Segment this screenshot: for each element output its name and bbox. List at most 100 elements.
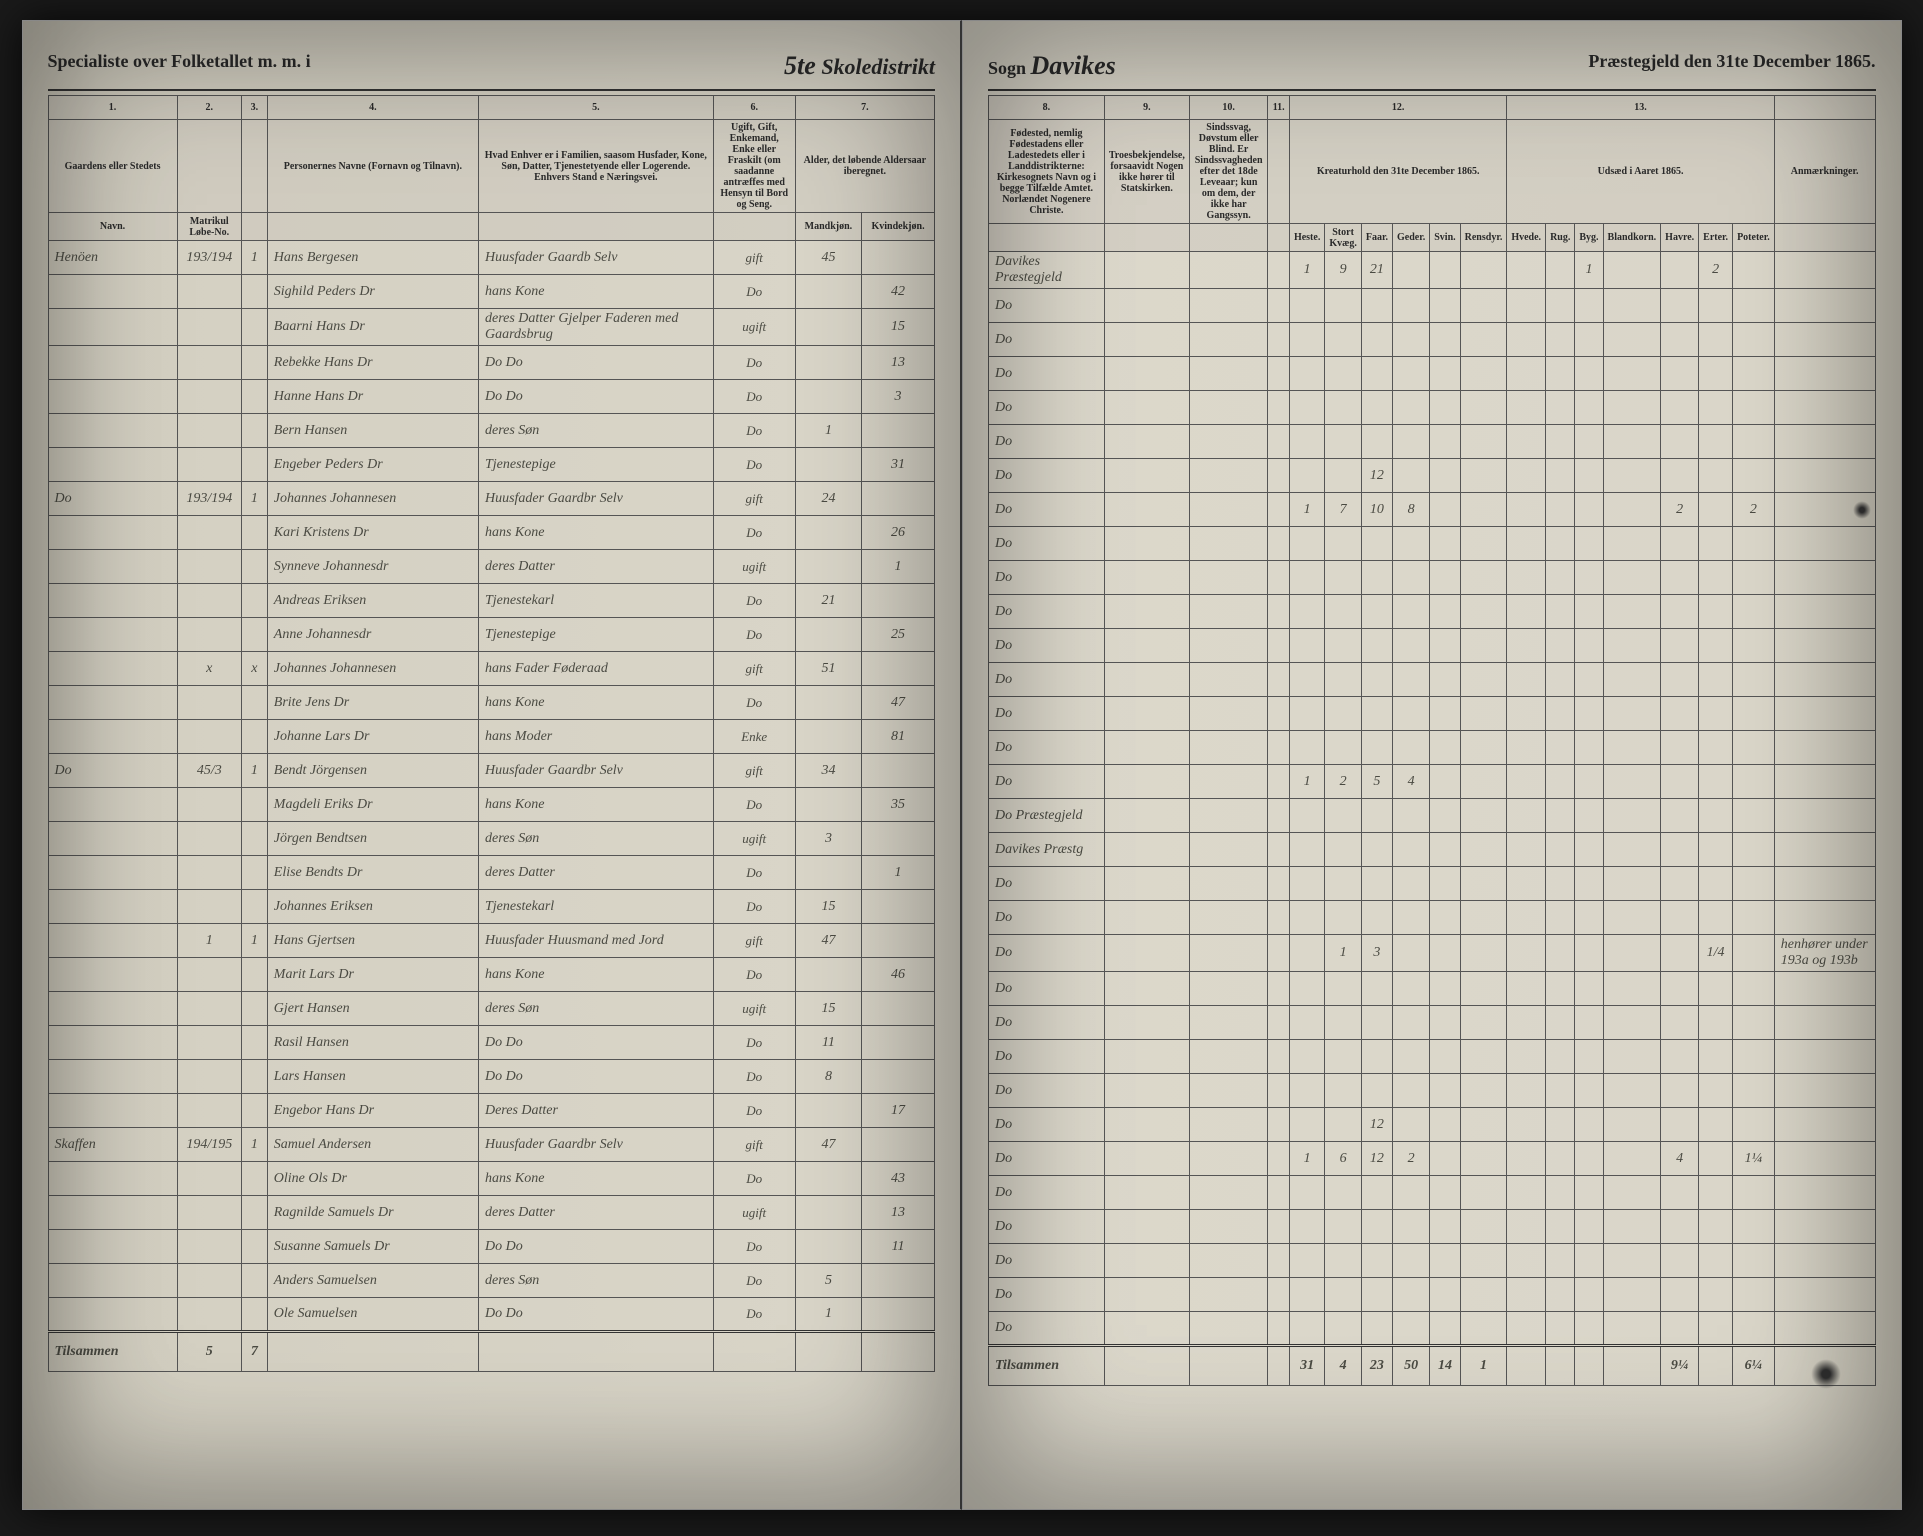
table-row: Do: [989, 1278, 1876, 1312]
sub-navn: Navn.: [48, 213, 177, 241]
right-footer-row: Tilsammen 31 4 23 50 14 1 9¼ 6¼: [989, 1346, 1876, 1386]
table-row: Do: [989, 1176, 1876, 1210]
table-row: Kari Kristens Drhans KoneDo26: [48, 516, 935, 550]
table-row: Do12: [989, 1108, 1876, 1142]
col-num-1: 1.: [48, 96, 177, 120]
col-header-9: Troesbekjendelse, forsaavidt Nogen ikke …: [1104, 120, 1189, 224]
table-row: Synneve Johannesdrderes Datterugift1: [48, 550, 935, 584]
col-header-remarks: Anmærkninger.: [1774, 120, 1875, 224]
table-row: Brite Jens Drhans KoneDo47: [48, 686, 935, 720]
col-num-10: 10.: [1189, 96, 1268, 120]
col-header-3: [241, 120, 267, 213]
sub-kvinde: Kvindekjøn.: [862, 213, 935, 241]
table-row: 11Hans GjertsenHuusfader Huusmand med Jo…: [48, 924, 935, 958]
sub-mand: Mandkjøn.: [795, 213, 861, 241]
table-row: Do: [989, 1312, 1876, 1346]
left-page: Specialiste over Folketallet m. m. i 5te…: [22, 20, 963, 1510]
table-row: Do: [989, 1210, 1876, 1244]
col-num-2: 2.: [177, 96, 241, 120]
footer-c2: 5: [177, 1332, 241, 1372]
table-row: Do: [989, 1244, 1876, 1278]
table-row: Anne JohannesdrTjenestepigeDo25: [48, 618, 935, 652]
table-row: Do: [989, 663, 1876, 697]
sub-matrikul: Matrikul Løbe-No.: [177, 213, 241, 241]
col-num-9: 9.: [1104, 96, 1189, 120]
district-label: Skoledistrikt: [821, 54, 935, 79]
col-num-7: 7.: [795, 96, 934, 120]
header-title-left: Specialiste over Folketallet m. m. i: [48, 51, 311, 81]
census-ledger-book: Specialiste over Folketallet m. m. i 5te…: [22, 20, 1902, 1510]
table-row: Lars HansenDo DoDo8: [48, 1060, 935, 1094]
table-row: Rasil HansenDo DoDo11: [48, 1026, 935, 1060]
col-header-8: Fødested, nemlig Fødestadens eller Lades…: [989, 120, 1105, 224]
table-row: Do: [989, 527, 1876, 561]
footer-c3: 7: [241, 1332, 267, 1372]
col-num-11: 11.: [1268, 96, 1290, 120]
sub13-3: Blandkorn.: [1603, 224, 1661, 252]
table-row: Do: [989, 697, 1876, 731]
table-row: Hanne Hans DrDo DoDo3: [48, 380, 935, 414]
table-row: Do: [989, 629, 1876, 663]
col-header-1: Gaardens eller Stedets: [48, 120, 177, 213]
table-row: Do1254: [989, 765, 1876, 799]
table-row: Sighild Peders Drhans KoneDo42: [48, 275, 935, 309]
table-row: Ole SamuelsenDo DoDo1: [48, 1298, 935, 1332]
table-row: Do: [989, 1006, 1876, 1040]
table-row: Do1612241¼: [989, 1142, 1876, 1176]
col-num-5: 5.: [478, 96, 713, 120]
col-num-6: 6.: [713, 96, 795, 120]
sogn-name: Davikes: [1031, 51, 1116, 80]
col-num-3: 3.: [241, 96, 267, 120]
table-row: Gjert Hansenderes Sønugift15: [48, 992, 935, 1026]
sub13-2: Byg.: [1575, 224, 1603, 252]
table-row: Do: [989, 731, 1876, 765]
table-row: Bern Hansenderes SønDo1: [48, 414, 935, 448]
col-header-13: Udsæd i Aaret 1865.: [1507, 120, 1774, 224]
left-footer-row: Tilsammen 5 7: [48, 1332, 935, 1372]
sub13-5: Erter.: [1699, 224, 1733, 252]
sub12-4: Svin.: [1430, 224, 1460, 252]
col-header-6: Ugift, Gift, Enkemand, Enke eller Fraski…: [713, 120, 795, 213]
col-header-2: [177, 120, 241, 213]
table-row: Do: [989, 595, 1876, 629]
table-row: Do: [989, 867, 1876, 901]
table-row: xxJohannes Johannesenhans Fader Føderaad…: [48, 652, 935, 686]
col-header-4: Personernes Navne (Fornavn og Tilnavn).: [267, 120, 478, 213]
col-header-7: Alder, det løbende Aldersaar iberegnet.: [795, 120, 934, 213]
table-row: Baarni Hans Drderes Datter Gjelper Fader…: [48, 309, 935, 346]
left-table: 1. 2. 3. 4. 5. 6. 7. Gaardens eller Sted…: [48, 95, 936, 1372]
col-header-12: Kreaturhold den 31te December 1865.: [1289, 120, 1506, 224]
table-row: Do: [989, 289, 1876, 323]
col-header-10: Sindssvag, Døvstum eller Blind. Er Sinds…: [1189, 120, 1268, 224]
table-row: Do131/4henhører under 193a og 193b: [989, 935, 1876, 972]
col-header-11: [1268, 120, 1290, 224]
sogn-label: Sogn: [988, 58, 1026, 78]
sub13-1: Rug.: [1546, 224, 1575, 252]
footer-label-left: Tilsammen: [48, 1332, 177, 1372]
sub13-4: Havre.: [1661, 224, 1699, 252]
col-num-12: 12.: [1289, 96, 1506, 120]
table-row: Do1710822: [989, 493, 1876, 527]
right-page: Sogn Davikes Præstegjeld den 31te Decemb…: [962, 20, 1902, 1510]
col-header-5: Hvad Enhver er i Familien, saasom Husfad…: [478, 120, 713, 213]
table-row: Davikes Præstegjeld192112: [989, 252, 1876, 289]
ink-blot: [1811, 1359, 1841, 1389]
ink-blot: [1853, 501, 1871, 519]
sub12-1: Stort Kvæg.: [1325, 224, 1362, 252]
sub12-0: Heste.: [1289, 224, 1324, 252]
table-row: Marit Lars Drhans KoneDo46: [48, 958, 935, 992]
table-row: Johanne Lars Drhans ModerEnke81: [48, 720, 935, 754]
sub13-0: Hvede.: [1507, 224, 1546, 252]
col-num-8: 8.: [989, 96, 1105, 120]
table-row: Jörgen Bendtsenderes Sønugift3: [48, 822, 935, 856]
table-row: Do: [989, 323, 1876, 357]
table-row: Do Præstegjeld: [989, 799, 1876, 833]
table-row: Andreas EriksenTjenestekarlDo21: [48, 584, 935, 618]
table-row: Do: [989, 901, 1876, 935]
header-title-right: Præstegjeld den 31te December 1865.: [1588, 51, 1875, 81]
table-row: Do: [989, 1040, 1876, 1074]
table-row: Magdeli Eriks Drhans KoneDo35: [48, 788, 935, 822]
table-row: Oline Ols Drhans KoneDo43: [48, 1162, 935, 1196]
table-row: Davikes Præstg: [989, 833, 1876, 867]
table-row: Engeber Peders DrTjenestepigeDo31: [48, 448, 935, 482]
